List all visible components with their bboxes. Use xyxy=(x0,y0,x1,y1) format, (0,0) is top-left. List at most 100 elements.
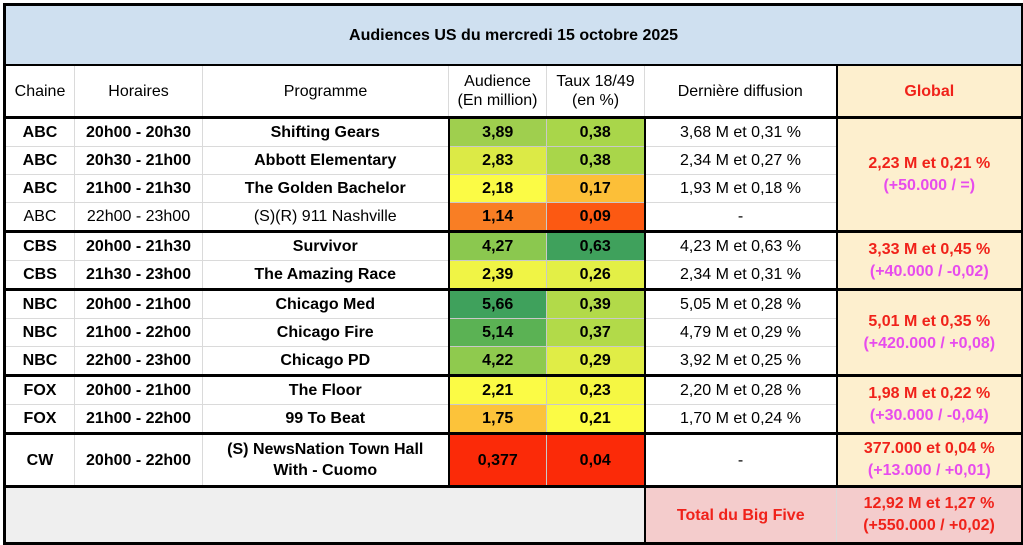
cell-derniere-diffusion: 4,23 M et 0,63 % xyxy=(644,230,837,261)
cell-derniere-diffusion: 1,70 M et 0,24 % xyxy=(644,404,837,434)
global-change-value: (+13.000 / +0,01) xyxy=(867,462,991,479)
cell-global-nbc: 5,01 M et 0,35 % (+420.000 / +0,08) xyxy=(835,288,1023,376)
global-main-value: 1,98 M et 0,22 % xyxy=(868,384,991,402)
cell-programme: The Floor xyxy=(202,374,449,405)
cell-derniere-diffusion: - xyxy=(644,432,837,487)
cell-horaires: 21h00 - 21h30 xyxy=(74,174,203,203)
total-label: Total du Big Five xyxy=(643,485,837,545)
empty-footer-cell xyxy=(3,485,645,545)
cell-chaine: CW xyxy=(3,432,75,487)
cell-chaine: FOX xyxy=(3,404,75,434)
table-row: ABC 21h00 - 21h30 The Golden Bachelor 2,18 0… xyxy=(3,174,1023,203)
header-row: Chaine Horaires Programme Audience (En mi… xyxy=(3,64,1023,118)
cell-programme: Survivor xyxy=(202,230,449,261)
cell-programme: Chicago Med xyxy=(202,288,449,319)
cell-audience: 4,27 xyxy=(447,230,547,261)
total-row: Total du Big Five 12,92 M et 1,27 % (+550.… xyxy=(3,485,1023,545)
cell-taux: 0,38 xyxy=(546,116,646,147)
global-main-value: 2,23 M et 0,21 % xyxy=(868,154,991,172)
table-row: CBS 21h30 - 23h00 The Amazing Race 2,39 0,26… xyxy=(3,260,1023,290)
table-row: ABC 20h00 - 20h30 Shifting Gears 3,89 0,38 3,… xyxy=(3,116,1023,232)
cell-derniere-diffusion: 2,34 M et 0,31 % xyxy=(644,260,837,290)
cell-taux: 0,39 xyxy=(546,288,646,319)
cell-taux: 0,38 xyxy=(546,146,646,175)
cell-programme: (S)(R) 911 Nashville xyxy=(202,202,449,232)
cell-chaine: CBS xyxy=(3,260,75,290)
cell-horaires: 20h00 - 20h30 xyxy=(74,116,203,147)
table-title: Audiences US du mercredi 15 octobre 2025 xyxy=(2,3,1023,66)
header-audience-line2: (En million) xyxy=(457,92,538,109)
header-programme: Programme xyxy=(202,64,449,118)
cell-taux: 0,63 xyxy=(546,230,646,261)
global-change-value: (+40.000 / -0,02) xyxy=(869,262,989,280)
cell-programme: Abbott Elementary xyxy=(202,146,449,175)
cell-programme: The Golden Bachelor xyxy=(202,174,449,203)
table-row: CBS 20h00 - 21h30 Survivor 4,27 0,63 4,23 M e… xyxy=(3,230,1023,290)
cell-derniere-diffusion: 3,68 M et 0,31 % xyxy=(644,116,837,147)
header-horaires: Horaires xyxy=(74,64,203,118)
cell-audience: 4,22 xyxy=(447,346,547,376)
cell-horaires: 20h00 - 21h30 xyxy=(74,230,203,261)
header-audience-line1: Audience xyxy=(464,73,531,90)
table-row: CW 20h00 - 22h00 (S) NewsNation Town Hall W… xyxy=(3,432,1023,487)
programme-line1: (S) NewsNation Town Hall xyxy=(227,441,424,458)
cell-horaires: 22h00 - 23h00 xyxy=(74,202,203,232)
cell-audience: 2,21 xyxy=(447,374,547,405)
cell-chaine: NBC xyxy=(3,318,75,347)
cell-programme: The Amazing Race xyxy=(202,260,449,290)
cell-audience: 5,14 xyxy=(447,318,547,347)
cell-horaires: 20h00 - 21h00 xyxy=(74,288,203,319)
cell-programme: (S) NewsNation Town Hall With - Cuomo xyxy=(202,432,449,487)
cell-taux: 0,29 xyxy=(546,346,646,376)
header-global: Global xyxy=(835,64,1023,118)
cell-global-cbs: 3,33 M et 0,45 % (+40.000 / -0,02) xyxy=(835,230,1023,290)
cell-global-abc: 2,23 M et 0,21 % (+50.000 / =) xyxy=(835,116,1023,232)
cell-global-cw: 377.000 et 0,04 % (+13.000 / +0,01) xyxy=(835,432,1023,487)
cell-audience: 5,66 xyxy=(447,288,547,319)
cell-taux: 0,21 xyxy=(546,404,646,434)
cell-chaine: ABC xyxy=(3,174,75,203)
table-row: ABC 22h00 - 23h00 (S)(R) 911 Nashville 1,14… xyxy=(3,202,1023,232)
global-main-value: 5,01 M et 0,35 % xyxy=(868,312,991,330)
cell-derniere-diffusion: 5,05 M et 0,28 % xyxy=(644,288,837,319)
cell-chaine: NBC xyxy=(3,288,75,319)
cell-taux: 0,26 xyxy=(546,260,646,290)
cell-global-fox: 1,98 M et 0,22 % (+30.000 / -0,04) xyxy=(835,374,1023,434)
cell-derniere-diffusion: 1,93 M et 0,18 % xyxy=(644,174,837,203)
header-taux-line2: (en %) xyxy=(571,92,620,109)
cell-audience: 1,75 xyxy=(447,404,547,434)
header-audience: Audience (En million) xyxy=(448,64,547,118)
cell-chaine: CBS xyxy=(3,230,75,261)
header-chaine: Chaine xyxy=(3,64,75,118)
cell-chaine: NBC xyxy=(3,346,75,376)
cell-taux: 0,23 xyxy=(546,374,646,405)
cell-audience: 0,377 xyxy=(447,432,547,487)
global-main-value: 377.000 et 0,04 % xyxy=(863,440,995,457)
cell-audience: 2,39 xyxy=(447,260,547,290)
programme-line2: With - Cuomo xyxy=(273,462,378,479)
cell-horaires: 20h00 - 22h00 xyxy=(74,432,203,487)
cell-programme: Shifting Gears xyxy=(202,116,449,147)
cell-derniere-diffusion: - xyxy=(644,202,837,232)
total-change-value: (+550.000 / +0,02) xyxy=(863,517,995,534)
cell-programme: Chicago PD xyxy=(202,346,449,376)
table-row: ABC 20h30 - 21h00 Abbott Elementary 2,83 0,3… xyxy=(3,146,1023,175)
cell-horaires: 21h00 - 22h00 xyxy=(74,318,203,347)
total-value: 12,92 M et 1,27 % (+550.000 / +0,02) xyxy=(835,485,1023,545)
cell-chaine: ABC xyxy=(3,146,75,175)
cell-taux: 0,37 xyxy=(546,318,646,347)
cell-chaine: ABC xyxy=(3,116,75,147)
cell-chaine: ABC xyxy=(3,202,75,232)
global-change-value: (+30.000 / -0,04) xyxy=(869,406,989,424)
cell-derniere-diffusion: 2,34 M et 0,27 % xyxy=(644,146,837,175)
cell-derniere-diffusion: 3,92 M et 0,25 % xyxy=(644,346,837,376)
cell-taux: 0,17 xyxy=(546,174,646,203)
cell-programme: Chicago Fire xyxy=(202,318,449,347)
cell-programme: 99 To Beat xyxy=(202,404,449,434)
cell-taux: 0,09 xyxy=(546,202,646,232)
cell-taux: 0,04 xyxy=(546,432,646,487)
cell-audience: 2,83 xyxy=(447,146,547,175)
header-taux-line1: Taux 18/49 xyxy=(556,73,635,90)
cell-audience: 3,89 xyxy=(447,116,547,147)
cell-horaires: 22h00 - 23h00 xyxy=(74,346,203,376)
